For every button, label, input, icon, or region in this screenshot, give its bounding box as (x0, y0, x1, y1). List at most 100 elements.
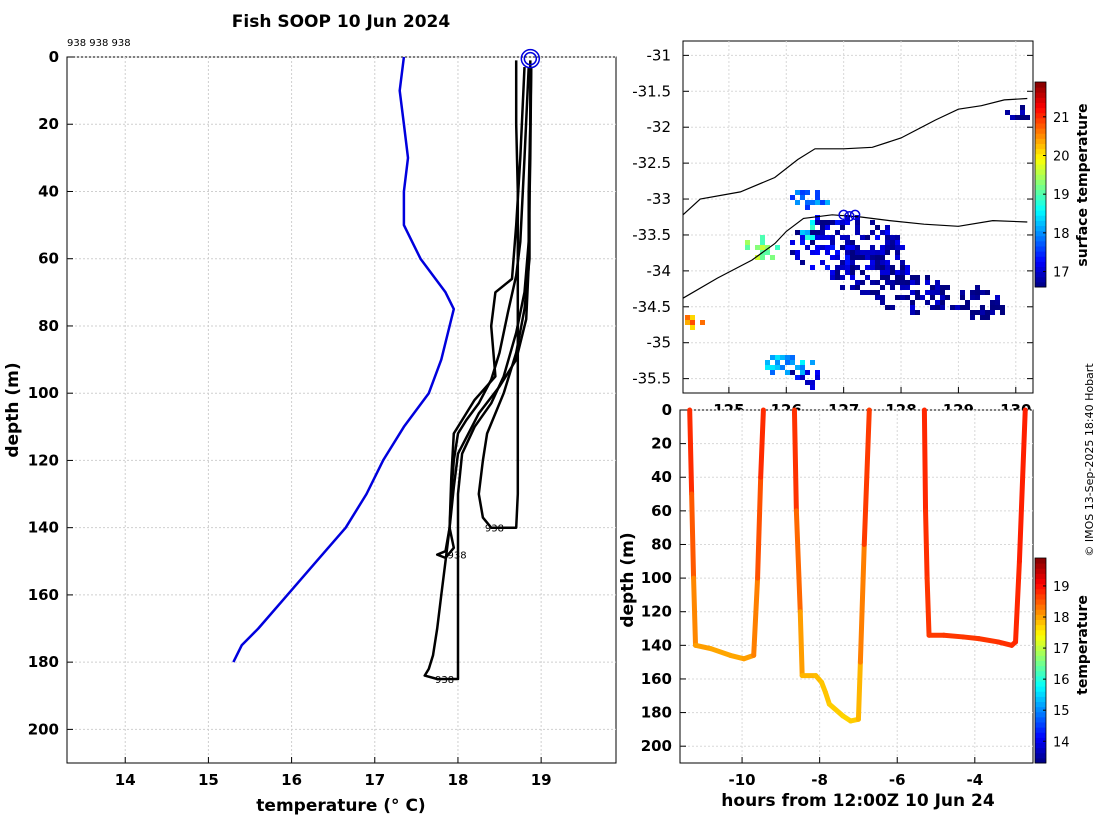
dive-3-segment (924, 575, 932, 638)
tick-label-y: 60 (651, 502, 672, 520)
grid (683, 41, 1033, 393)
temperature-cell (820, 230, 825, 235)
temperature-cell (810, 250, 815, 255)
temperature-cell (865, 265, 870, 270)
tick-label-y: 40 (38, 182, 59, 200)
colorbar-step (1035, 573, 1046, 579)
temperature-cell (880, 275, 885, 280)
temperature-cell (905, 295, 910, 300)
tick-label-y: 20 (38, 115, 59, 133)
temperature-cell (825, 225, 830, 230)
temperature-cell (745, 240, 750, 245)
colorbar-step (1035, 143, 1046, 150)
temperature-cell (905, 270, 910, 275)
temperature-cell (825, 235, 830, 240)
temperature-cell (915, 275, 920, 280)
temperature-cell (815, 220, 820, 225)
temperature-cell (935, 305, 940, 310)
temperature-cell (795, 230, 800, 235)
temperature-cell (690, 325, 695, 330)
dive-2-segment (826, 701, 846, 719)
coastline-north (682, 97, 1028, 216)
temperature-cell (870, 230, 875, 235)
temperature-cell (915, 290, 920, 295)
temperature-cell (960, 290, 965, 295)
colorbar-step (1035, 235, 1046, 242)
temperature-cell (885, 230, 890, 235)
dive-2-segment (797, 609, 805, 679)
x-axis-label: hours from 12:00Z 10 Jun 24 (721, 791, 995, 811)
temperature-cell (835, 270, 840, 275)
plot-area (66, 56, 617, 764)
temperature-cell (895, 245, 900, 250)
temperature-cell (845, 245, 850, 250)
colorbar-step (1035, 225, 1046, 232)
temperature-cell (880, 295, 885, 300)
colorbar-step (1035, 123, 1046, 129)
temperature-cell (900, 295, 905, 300)
temperature-cell (1000, 310, 1005, 315)
profile-chart: Fish SOOP 10 Jun 2024 938 938 938 14 15 16… (3, 12, 617, 816)
colorbar: 14 15 16 17 18 19 (1034, 557, 1070, 764)
temperature-cell (995, 300, 1000, 305)
dive-2-segment (855, 659, 863, 722)
colorbar-step (1035, 266, 1046, 273)
temperature-cell (855, 230, 860, 235)
colorbar-step (1035, 650, 1046, 656)
temperature-cell (995, 295, 1000, 300)
colorbar-step (1035, 747, 1046, 754)
dive-3-segment (1013, 558, 1022, 645)
temperature-cell (985, 315, 990, 320)
temperature-cell (900, 265, 905, 270)
colorbar-step (1035, 578, 1046, 585)
temperature-cell (895, 240, 900, 245)
temperature-cell (835, 250, 840, 255)
dive-1-segment (755, 474, 764, 581)
temperature-cell (845, 255, 850, 260)
temperature-cell (915, 310, 920, 315)
colorbar-step (1035, 604, 1046, 610)
temperature-cell (965, 305, 970, 310)
temperature-cell (805, 190, 810, 195)
temperature-cell (815, 230, 820, 235)
temperature-cell (870, 265, 875, 270)
colorbar-step (1035, 230, 1046, 237)
temperature-cell (895, 280, 900, 285)
colorbar-step (1035, 281, 1046, 288)
colorbar-step (1035, 696, 1046, 702)
colorbar-step (1035, 179, 1046, 185)
dive-3-segment (960, 634, 982, 642)
temperature-cell (815, 245, 820, 250)
temperature-cell (805, 230, 810, 235)
temperature-cell (850, 285, 855, 290)
temperature-cell (810, 220, 815, 225)
temperature-cell (935, 280, 940, 285)
deploy-marker (523, 51, 538, 66)
colorbar-tick-label: 18 (1053, 227, 1070, 242)
temperature-cell (870, 255, 875, 260)
temperature-cell (850, 240, 855, 245)
temperature-cell (815, 200, 820, 205)
temperature-cell (925, 275, 930, 280)
temperature-cell (790, 195, 795, 200)
colorbar-step (1035, 609, 1046, 615)
temperature-cell (935, 300, 940, 305)
temperature-cell (870, 245, 875, 250)
colorbar-step (1035, 158, 1046, 165)
temperature-cell (1010, 115, 1015, 120)
temperature-cell (835, 265, 840, 270)
temperature-cell (765, 365, 770, 370)
temperature-cell (760, 235, 765, 240)
temperature-cell (855, 265, 860, 270)
temperature-cell (960, 305, 965, 310)
temperature-cell (805, 245, 810, 250)
colorbar-step (1035, 732, 1046, 738)
dive-3-segment (923, 508, 930, 581)
temperature-cell (910, 290, 915, 295)
dive-2-segment (791, 407, 799, 514)
temperature-cell (820, 225, 825, 230)
temperature-cell (805, 370, 810, 375)
tick-label-y: 0 (662, 401, 672, 419)
colorbar-frame (1034, 81, 1047, 288)
temperature-cell (770, 255, 775, 260)
